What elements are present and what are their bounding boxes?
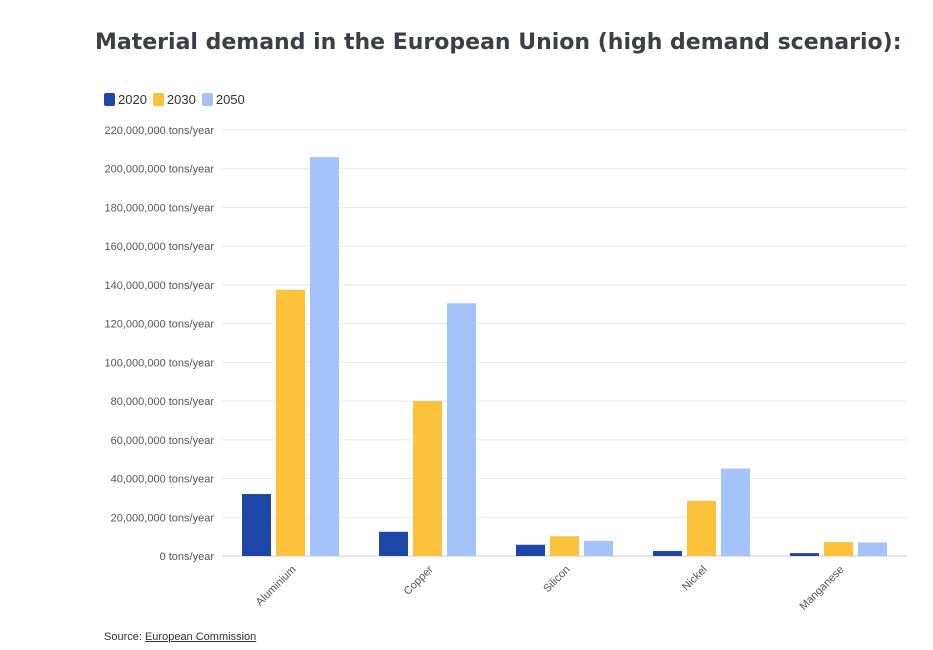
bar-2050-nickel xyxy=(721,468,750,556)
legend-label-2020: 2020 xyxy=(118,92,147,107)
bar-2050-aluminium xyxy=(310,157,339,557)
bar-2020-manganese xyxy=(790,553,819,556)
legend-item-2020[interactable]: 2020 xyxy=(104,92,147,107)
y-tick-label: 80,000,000 tons/year xyxy=(111,396,215,408)
y-tick-label: 100,000,000 tons/year xyxy=(105,357,215,369)
legend: 2020 2030 2050 xyxy=(104,92,245,107)
y-tick-label: 120,000,000 tons/year xyxy=(105,319,215,331)
y-tick-label: 220,000,000 tons/year xyxy=(105,125,215,137)
y-tick-label: 140,000,000 tons/year xyxy=(105,280,215,292)
source-note: Source: European Commission xyxy=(104,631,256,643)
legend-item-2030[interactable]: 2030 xyxy=(152,92,196,107)
source-link[interactable]: European Commission xyxy=(144,631,257,643)
bar-2030-nickel xyxy=(687,500,716,556)
legend-item-2050[interactable]: 2050 xyxy=(201,92,245,107)
bar-2020-copper xyxy=(379,531,408,556)
x-tick-label: Manganese xyxy=(797,564,846,613)
source-prefix: Source: xyxy=(104,631,145,643)
y-tick-label: 20,000,000 tons/year xyxy=(111,512,215,524)
x-tick-label: Copper xyxy=(402,563,436,597)
y-tick-label: 200,000,000 tons/year xyxy=(105,164,215,176)
x-tick-label: Nickel xyxy=(680,564,710,594)
bar-2020-aluminium xyxy=(242,494,271,556)
bar-2050-manganese xyxy=(858,542,887,556)
chart-title: Material demand in the European Union (h… xyxy=(95,30,902,55)
y-tick-label: 180,000,000 tons/year xyxy=(105,202,215,214)
legend-swatch-2020 xyxy=(104,93,115,106)
bar-2030-copper xyxy=(413,401,442,556)
legend-label-2030: 2030 xyxy=(166,92,196,107)
y-tick-label: 40,000,000 tons/year xyxy=(111,474,215,486)
bar-2030-silicon xyxy=(550,536,579,556)
bar-2030-manganese xyxy=(824,542,853,556)
y-tick-label: 160,000,000 tons/year xyxy=(105,241,215,253)
x-tick-label: Aluminium xyxy=(254,564,299,609)
y-tick-label: 0 tons/year xyxy=(160,551,215,563)
legend-swatch-2030 xyxy=(152,93,164,106)
bar-2020-nickel xyxy=(653,550,682,556)
y-tick-label: 60,000,000 tons/year xyxy=(111,435,215,447)
bar-2050-silicon xyxy=(584,540,613,556)
legend-swatch-2050 xyxy=(201,93,213,106)
legend-label-2050: 2050 xyxy=(215,92,245,107)
bar-2050-copper xyxy=(447,303,476,556)
x-tick-label: Silicon xyxy=(541,564,572,595)
bar-2030-aluminium xyxy=(276,289,305,556)
bar-2020-silicon xyxy=(516,544,545,556)
